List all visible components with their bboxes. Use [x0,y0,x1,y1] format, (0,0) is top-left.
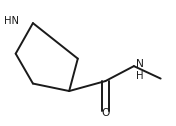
Text: O: O [101,108,110,118]
Text: N: N [136,59,144,69]
Text: H: H [136,71,144,81]
Text: HN: HN [4,16,19,26]
